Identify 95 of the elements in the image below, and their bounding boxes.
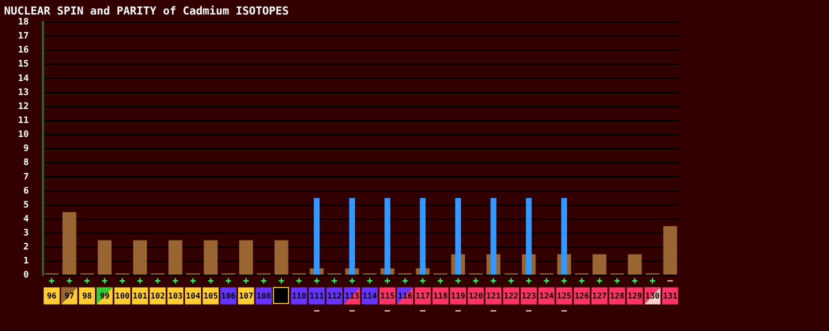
data-label: − [420, 306, 426, 317]
data-label: + [508, 276, 514, 287]
y-tick-label: 15 [18, 60, 29, 70]
data-label: − [526, 306, 532, 317]
data-label: + [119, 276, 126, 287]
data-label: + [172, 276, 178, 287]
y-tick-label: 7 [23, 172, 29, 182]
x-tick-label: 122 [504, 291, 519, 300]
x-tick-label: 128 [610, 291, 625, 300]
data-label: + [490, 276, 496, 287]
x-tick-label: 117 [416, 291, 430, 300]
x-tick-label: 102 [150, 291, 166, 300]
chart-title: NUCLEAR SPIN and PARITY of Cadmium ISOTOPES [4, 4, 289, 18]
x-tick-label: 111 [310, 291, 324, 300]
data-label: + [614, 276, 620, 287]
x-tick-label: 97 [64, 291, 74, 300]
y-tick-label: 18 [18, 18, 29, 28]
data-label: + [561, 276, 568, 287]
data-label: + [455, 276, 462, 287]
y-tick-label: 11 [18, 116, 29, 126]
x-tick-label: 103 [168, 291, 183, 300]
data-label: + [437, 276, 444, 287]
y-tick-label: 13 [18, 88, 29, 98]
x-tick-label: 127 [592, 291, 607, 300]
data-label: + [526, 276, 532, 287]
data-label: + [278, 276, 284, 287]
y-tick-label: 14 [18, 74, 30, 84]
data-label: + [154, 276, 161, 287]
data-label: + [596, 276, 602, 287]
data-label: − [455, 306, 462, 317]
data-label: + [84, 276, 90, 287]
y-tick-label: 4 [23, 214, 30, 224]
x-tick-label: 126 [574, 291, 590, 300]
x-tick-label: 129 [628, 291, 642, 300]
x-tick-label: 98 [82, 291, 92, 300]
x-tick-label: 125 [556, 291, 572, 300]
data-label: − [314, 306, 320, 317]
x-tick-label: 118 [433, 291, 448, 300]
data-label: + [190, 276, 196, 287]
y-tick-label: 0 [23, 270, 29, 281]
data-label: − [349, 306, 356, 317]
x-tick-label: 121 [486, 291, 501, 300]
data-label: + [578, 276, 585, 287]
x-tick-label: 101 [132, 291, 148, 300]
data-label: + [260, 276, 267, 287]
y-tick-label: 8 [23, 158, 29, 168]
x-tick-label: 123 [522, 291, 536, 300]
data-label: + [208, 276, 214, 287]
data-label: + [632, 276, 638, 287]
data-label: + [649, 276, 656, 287]
data-label: − [384, 306, 390, 317]
y-tick-label: 3 [23, 228, 29, 239]
data-label: + [137, 276, 144, 287]
x-tick-label: 131 [662, 291, 678, 300]
x-tick-label: 119 [450, 291, 466, 300]
data-label: − [490, 306, 496, 317]
y-tick-label: 12 [18, 102, 29, 112]
x-tick-label: 100 [115, 291, 130, 300]
data-label: + [402, 276, 408, 287]
y-tick-label: 9 [23, 144, 29, 154]
y-tick-label: 6 [23, 186, 29, 196]
data-label: + [331, 276, 338, 287]
x-tick-label: 112 [327, 291, 342, 300]
x-tick-label: 96 [46, 291, 57, 300]
y-tick-label: 16 [18, 46, 29, 56]
data-label: + [314, 276, 320, 287]
y-tick-label: 1 [23, 256, 29, 267]
x-tick-label: 114 [362, 291, 378, 300]
y-tick-label: 5 [23, 200, 29, 210]
data-label: + [102, 276, 108, 287]
data-label: + [472, 276, 479, 287]
x-tick-label: 106 [221, 291, 236, 300]
data-label: + [366, 276, 373, 287]
x-tick-label: 107 [238, 291, 254, 300]
data-label: + [243, 276, 250, 287]
x-tick-label: 115 [380, 291, 395, 300]
data-label: + [420, 276, 426, 287]
y-tick-label: 2 [23, 242, 29, 253]
data-label: + [66, 276, 72, 287]
x-tick-label: 104 [186, 291, 200, 300]
data-label: + [296, 276, 302, 287]
data-label: + [543, 276, 550, 287]
x-tick-label: 120 [468, 291, 484, 300]
x-tick-label: 110 [292, 291, 306, 300]
y-tick-label: 17 [18, 32, 29, 42]
data-label: − [561, 306, 568, 317]
y-tick-label: 10 [18, 130, 29, 140]
x-tick-label: 105 [203, 291, 218, 300]
data-label: − [667, 276, 674, 287]
data-label: + [225, 276, 232, 287]
data-label: + [384, 276, 390, 287]
x-tick-label: 108 [256, 291, 272, 300]
data-label: + [349, 276, 356, 287]
x-tick-label: 124 [539, 291, 554, 300]
data-label: + [48, 276, 55, 287]
